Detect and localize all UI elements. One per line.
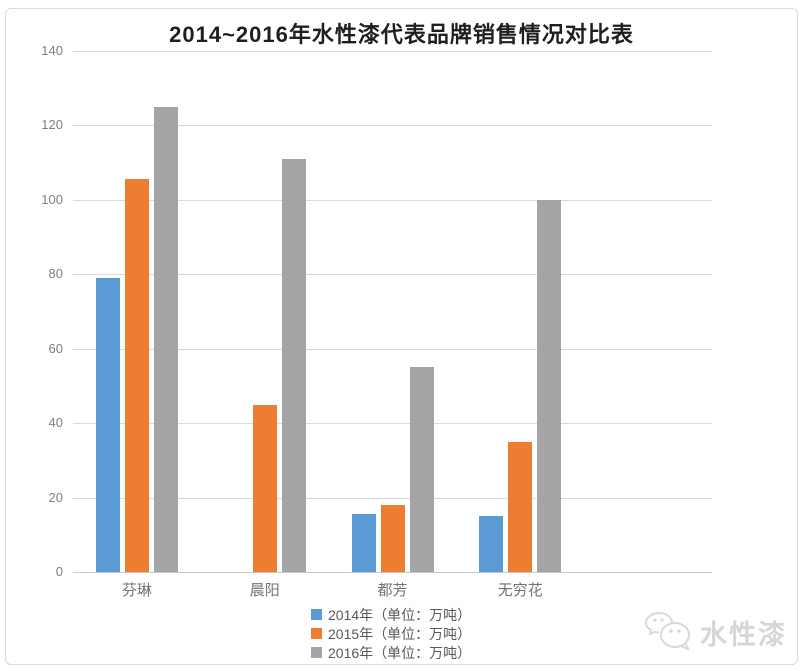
x-axis: 芬琳 晨阳 都芳 无穷花: [73, 579, 712, 601]
y-tick-label-140: 140: [41, 43, 63, 58]
y-tick-label-80: 80: [48, 266, 63, 282]
y-tick-label-40: 40: [48, 415, 63, 431]
bar-晨阳-2016年: [281, 158, 306, 572]
gridline-120: [73, 125, 712, 127]
y-tick-label-100: 100: [41, 191, 63, 207]
chart-card: 2014~2016年水性漆代表品牌销售情况对比表 0 20 40 60 80 100 120…: [5, 8, 798, 665]
legend: 2014年（单位：万吨） 2015年（单位：万吨） 2016年（单位：万吨）: [311, 605, 471, 662]
bar-芬琳-2014年: [95, 278, 120, 572]
y-axis: 0 20 40 60 80 100 120 140: [23, 43, 63, 579]
gridline-140: [73, 51, 712, 52]
plot-area: [73, 51, 712, 573]
legend-swatch-icon: [311, 647, 322, 658]
bar-芬琳-2015年: [124, 179, 149, 572]
y-tick-label-0: 0: [55, 564, 63, 579]
y-tick-label-120: 120: [41, 117, 63, 133]
bar-都芳-2015年: [380, 505, 405, 572]
legend-row-2: 2016年（单位：万吨）: [311, 643, 471, 662]
gridline-80: [73, 274, 712, 276]
gridline-60: [73, 348, 712, 350]
legend-row-1: 2015年（单位：万吨）: [311, 624, 471, 643]
gridline-0: [73, 572, 712, 573]
watermark-text: 水性漆: [700, 620, 787, 650]
x-label-无穷花: 无穷花: [497, 582, 543, 599]
bar-都芳-2016年: [409, 367, 434, 572]
x-label-都芳: 都芳: [377, 582, 408, 599]
x-label-晨阳: 晨阳: [249, 582, 280, 599]
legend-swatch-icon: [311, 628, 322, 639]
watermark: 水性漆: [644, 609, 787, 656]
bar-芬琳-2016年: [153, 106, 178, 572]
legend-label: 2015年（单位：万吨）: [328, 625, 472, 642]
y-tick-label-60: 60: [48, 340, 63, 356]
gridline-40: [73, 423, 712, 425]
legend-label: 2016年（单位：万吨）: [328, 644, 472, 661]
bar-无穷花-2016年: [537, 199, 562, 572]
legend-label: 2014年（单位：万吨）: [328, 606, 472, 623]
x-label-芬琳: 芬琳: [121, 582, 152, 599]
bar-无穷花-2015年: [508, 441, 533, 572]
y-tick-label-20: 20: [48, 489, 63, 505]
bar-晨阳-2015年: [252, 404, 277, 572]
bar-无穷花-2014年: [479, 516, 504, 572]
gridline-100: [73, 199, 712, 201]
legend-swatch-icon: [311, 609, 322, 620]
bar-都芳-2014年: [351, 514, 376, 572]
chat-bubbles-logo-icon: [644, 609, 696, 656]
gridline-20: [73, 497, 712, 499]
legend-row-0: 2014年（单位：万吨）: [311, 605, 471, 624]
chart-title: 2014~2016年水性漆代表品牌销售情况对比表: [169, 22, 634, 47]
